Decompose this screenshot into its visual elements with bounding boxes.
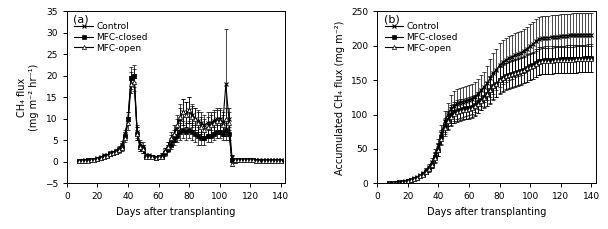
Control bbox=[265, 159, 272, 162]
Control bbox=[131, 74, 138, 77]
Control bbox=[235, 158, 242, 161]
MFC-open bbox=[575, 58, 582, 61]
Line: MFC-open: MFC-open bbox=[77, 80, 283, 166]
Control bbox=[432, 152, 439, 155]
MFC-closed bbox=[103, 155, 110, 158]
MFC-open bbox=[587, 57, 595, 60]
Control bbox=[75, 160, 83, 162]
MFC-closed bbox=[477, 99, 485, 101]
MFC-closed bbox=[265, 160, 272, 162]
MFC-closed bbox=[468, 105, 475, 108]
Control bbox=[103, 154, 110, 157]
Control bbox=[94, 157, 101, 160]
Control bbox=[78, 160, 86, 163]
MFC-open bbox=[235, 159, 242, 162]
MFC-closed bbox=[235, 159, 242, 162]
Legend: Control, MFC-closed, MFC-open: Control, MFC-closed, MFC-open bbox=[74, 21, 148, 54]
Control bbox=[477, 89, 485, 92]
Line: MFC-closed: MFC-closed bbox=[387, 56, 593, 185]
Text: (a): (a) bbox=[74, 15, 89, 25]
Control bbox=[587, 33, 595, 36]
Control bbox=[575, 34, 582, 36]
MFC-closed bbox=[94, 157, 101, 160]
Control bbox=[539, 37, 546, 40]
Y-axis label: Accumulated CH₄ flux (mg m⁻²): Accumulated CH₄ flux (mg m⁻²) bbox=[336, 20, 345, 174]
Line: MFC-closed: MFC-closed bbox=[77, 74, 283, 163]
Text: (b): (b) bbox=[384, 15, 399, 25]
MFC-open bbox=[432, 156, 439, 159]
MFC-open bbox=[416, 175, 424, 178]
MFC-open bbox=[386, 182, 393, 184]
MFC-closed bbox=[432, 156, 439, 158]
Y-axis label: CH₄ flux
(mg m⁻² hr⁻¹): CH₄ flux (mg m⁻² hr⁻¹) bbox=[18, 64, 39, 131]
MFC-open bbox=[277, 160, 285, 162]
MFC-closed bbox=[539, 59, 546, 62]
MFC-open bbox=[477, 99, 485, 102]
MFC-closed bbox=[575, 57, 582, 60]
MFC-closed bbox=[78, 160, 86, 163]
MFC-open bbox=[91, 159, 98, 162]
Line: Control: Control bbox=[77, 74, 283, 163]
MFC-open bbox=[161, 150, 168, 152]
MFC-closed bbox=[587, 57, 595, 60]
MFC-closed bbox=[75, 160, 83, 162]
MFC-closed bbox=[386, 182, 393, 184]
MFC-open bbox=[131, 81, 138, 84]
MFC-open bbox=[170, 132, 178, 135]
MFC-closed bbox=[173, 135, 181, 137]
MFC-open bbox=[539, 60, 546, 63]
Line: MFC-open: MFC-open bbox=[387, 57, 593, 185]
Control bbox=[277, 159, 285, 162]
MFC-open bbox=[75, 160, 83, 162]
MFC-open bbox=[265, 160, 272, 162]
Control bbox=[386, 182, 393, 184]
MFC-closed bbox=[131, 74, 138, 77]
Control bbox=[173, 126, 181, 129]
Control bbox=[164, 145, 171, 148]
Control bbox=[468, 97, 475, 100]
MFC-open bbox=[468, 107, 475, 109]
Legend: Control, MFC-closed, MFC-open: Control, MFC-closed, MFC-open bbox=[384, 21, 459, 54]
MFC-closed bbox=[277, 160, 285, 162]
Line: Control: Control bbox=[387, 33, 593, 185]
MFC-open bbox=[100, 155, 107, 158]
MFC-closed bbox=[164, 147, 171, 150]
Control bbox=[416, 174, 424, 176]
MFC-closed bbox=[416, 175, 424, 177]
X-axis label: Days after transplanting: Days after transplanting bbox=[117, 207, 236, 217]
MFC-open bbox=[229, 163, 236, 165]
X-axis label: Days after transplanting: Days after transplanting bbox=[427, 207, 546, 217]
